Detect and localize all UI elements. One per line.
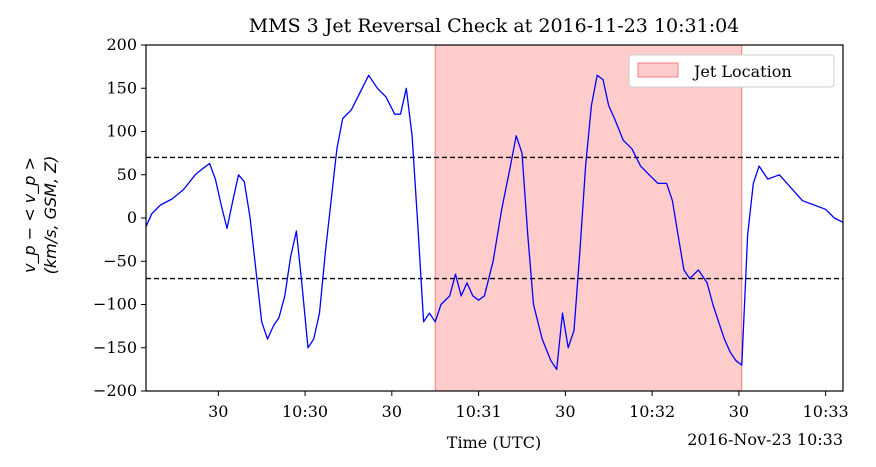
x-tick-label: 30 bbox=[555, 402, 575, 421]
y-axis-label-line2: (km/s, GSM, Z) bbox=[41, 156, 60, 275]
x-tick-label: 30 bbox=[208, 402, 228, 421]
y-tick-label: −50 bbox=[103, 251, 137, 270]
y-tick-label: 0 bbox=[127, 208, 137, 227]
legend-label: Jet Location bbox=[692, 62, 792, 81]
x-axis: 30 10:30 30 10:31 30 10:32 30 10:33 bbox=[208, 391, 849, 421]
x-offset-label: 2016-Nov-23 10:33 bbox=[687, 430, 843, 449]
x-tick-label: 10:33 bbox=[803, 402, 849, 421]
y-tick-label: 100 bbox=[106, 122, 137, 141]
x-axis-label: Time (UTC) bbox=[447, 433, 541, 452]
x-tick-label: 30 bbox=[729, 402, 749, 421]
x-tick-label: 10:32 bbox=[629, 402, 675, 421]
threshold-layer bbox=[146, 156, 843, 280]
shade-layer bbox=[434, 44, 743, 392]
chart-title: MMS 3 Jet Reversal Check at 2016-11-23 1… bbox=[249, 15, 740, 37]
y-tick-label: 200 bbox=[106, 35, 137, 54]
y-tick-label: −200 bbox=[93, 381, 137, 400]
y-tick-label: 150 bbox=[106, 78, 137, 97]
series-line bbox=[145, 74, 844, 371]
x-tick-label: 10:31 bbox=[456, 402, 502, 421]
y-tick-label: −150 bbox=[93, 338, 137, 357]
y-tick-label: −100 bbox=[93, 295, 137, 314]
y-axis-label: v_p − < v_p > (km/s, GSM, Z) bbox=[20, 156, 60, 275]
jet-region bbox=[434, 44, 743, 392]
y-axis-label-line1: v_p − < v_p > bbox=[20, 157, 40, 273]
y-tick-label: 50 bbox=[117, 165, 137, 184]
legend-box bbox=[628, 54, 835, 88]
y-axis: −200 −150 −100 −50 0 50 100 150 200 bbox=[93, 35, 146, 400]
legend: Jet Location bbox=[628, 54, 835, 88]
x-tick-label: 10:30 bbox=[282, 402, 328, 421]
legend-swatch bbox=[637, 62, 679, 78]
x-tick-label: 30 bbox=[382, 402, 402, 421]
series-layer bbox=[145, 74, 844, 371]
